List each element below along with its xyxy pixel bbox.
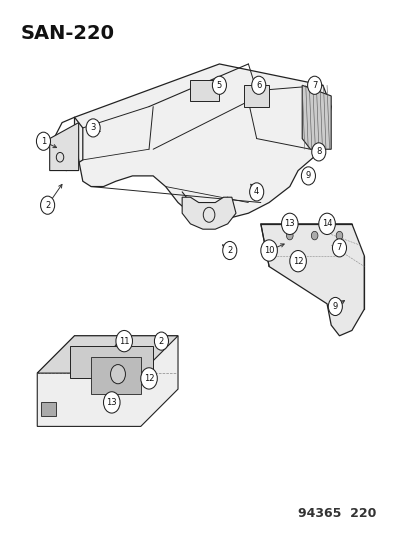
Polygon shape (301, 85, 330, 149)
Circle shape (40, 196, 55, 214)
Circle shape (212, 76, 226, 94)
Circle shape (311, 143, 325, 161)
Polygon shape (182, 197, 235, 229)
Text: 2: 2 (159, 337, 164, 345)
Circle shape (251, 76, 265, 94)
Text: 7: 7 (336, 244, 341, 252)
Circle shape (289, 251, 306, 272)
Text: 11: 11 (119, 337, 129, 345)
Text: 12: 12 (143, 374, 154, 383)
Circle shape (116, 330, 132, 352)
Circle shape (36, 132, 50, 150)
Text: 9: 9 (332, 302, 337, 311)
Bar (41, 402, 56, 416)
Text: 10: 10 (263, 246, 274, 255)
Text: 94365  220: 94365 220 (297, 507, 375, 520)
Polygon shape (37, 336, 178, 426)
Circle shape (328, 297, 342, 316)
Circle shape (286, 231, 292, 240)
Text: 12: 12 (292, 257, 303, 265)
FancyBboxPatch shape (244, 85, 268, 107)
Polygon shape (70, 346, 153, 378)
Circle shape (301, 167, 315, 185)
Text: 1: 1 (41, 137, 46, 146)
Circle shape (335, 231, 342, 240)
Polygon shape (91, 357, 140, 394)
Circle shape (249, 183, 263, 201)
Text: 2: 2 (227, 246, 232, 255)
Text: 13: 13 (106, 398, 117, 407)
Text: 2: 2 (45, 201, 50, 209)
Text: 5: 5 (216, 81, 221, 90)
Circle shape (332, 239, 346, 257)
Text: 7: 7 (311, 81, 316, 90)
Circle shape (110, 365, 125, 384)
Polygon shape (50, 123, 78, 171)
Text: 13: 13 (284, 220, 294, 228)
Circle shape (103, 392, 120, 413)
Text: 8: 8 (316, 148, 320, 156)
Polygon shape (37, 336, 178, 373)
Circle shape (86, 119, 100, 137)
Text: 14: 14 (321, 220, 332, 228)
Circle shape (140, 368, 157, 389)
Circle shape (154, 332, 168, 350)
Polygon shape (260, 224, 363, 336)
Circle shape (311, 231, 317, 240)
Circle shape (318, 213, 335, 235)
Circle shape (222, 241, 236, 260)
FancyBboxPatch shape (190, 80, 219, 101)
Circle shape (281, 213, 297, 235)
Polygon shape (74, 64, 330, 219)
Text: 4: 4 (254, 188, 259, 196)
Circle shape (307, 76, 321, 94)
Text: 9: 9 (305, 172, 310, 180)
Text: 6: 6 (256, 81, 261, 90)
Text: SAN-220: SAN-220 (21, 24, 114, 43)
Text: 3: 3 (90, 124, 95, 132)
Circle shape (260, 240, 277, 261)
